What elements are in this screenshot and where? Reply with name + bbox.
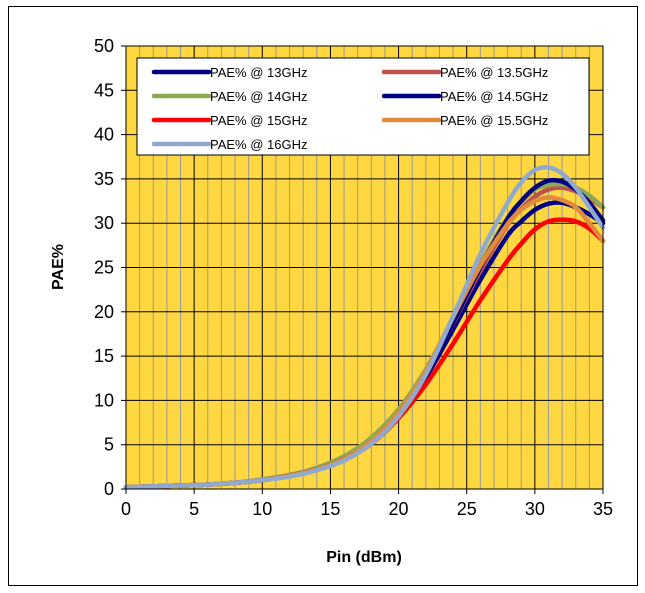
series-line-7 <box>123 164 606 490</box>
y-tick-label: 15 <box>94 346 114 366</box>
x-axis-title: Pin (dBm) <box>326 549 402 566</box>
y-tick-label: 5 <box>104 435 114 455</box>
series-lines <box>123 164 606 490</box>
x-axis-ticks: 0 5 10 15 20 25 30 35 <box>121 489 613 519</box>
y-tick-label: 50 <box>94 36 114 56</box>
y-tick-label: 35 <box>94 169 114 189</box>
legend-label: PAE% @ 13.5GHz <box>440 65 548 80</box>
legend: PAE% @ 13GHz PAE% @ 13.5GHz PAE% @ 14GHz PA… <box>136 57 590 156</box>
x-tick-label: 35 <box>593 499 613 519</box>
legend-label: PAE% @ 14.5GHz <box>440 89 548 104</box>
pae-line-chart: 0 5 10 15 20 25 30 35 0 5 10 15 20 25 30 35 40 45 50 Pin … <box>50 36 613 566</box>
x-tick-label: 25 <box>457 499 477 519</box>
legend-label: PAE% @ 15.5GHz <box>440 113 548 128</box>
y-axis-title: PAE% <box>50 244 67 290</box>
y-tick-label: 20 <box>94 302 114 322</box>
y-axis-ticks: 0 5 10 15 20 25 30 35 40 45 50 <box>94 36 126 499</box>
legend-label: PAE% @ 16GHz <box>210 137 308 152</box>
legend-label: PAE% @ 15GHz <box>210 113 308 128</box>
x-tick-label: 20 <box>389 499 409 519</box>
x-tick-label: 5 <box>189 499 199 519</box>
y-tick-label: 25 <box>94 258 114 278</box>
y-tick-label: 30 <box>94 213 114 233</box>
y-tick-label: 45 <box>94 80 114 100</box>
x-tick-label: 10 <box>252 499 272 519</box>
y-tick-label: 0 <box>104 479 114 499</box>
y-tick-label: 10 <box>94 390 114 410</box>
x-tick-label: 0 <box>121 499 131 519</box>
legend-label: PAE% @ 13GHz <box>210 65 308 80</box>
y-tick-label: 40 <box>94 125 114 145</box>
x-tick-label: 15 <box>320 499 340 519</box>
legend-box <box>136 57 590 156</box>
legend-label: PAE% @ 14GHz <box>210 89 308 104</box>
chart-frame: 0 5 10 15 20 25 30 35 0 5 10 15 20 25 30 35 40 45 50 Pin … <box>8 6 638 586</box>
x-tick-label: 30 <box>525 499 545 519</box>
